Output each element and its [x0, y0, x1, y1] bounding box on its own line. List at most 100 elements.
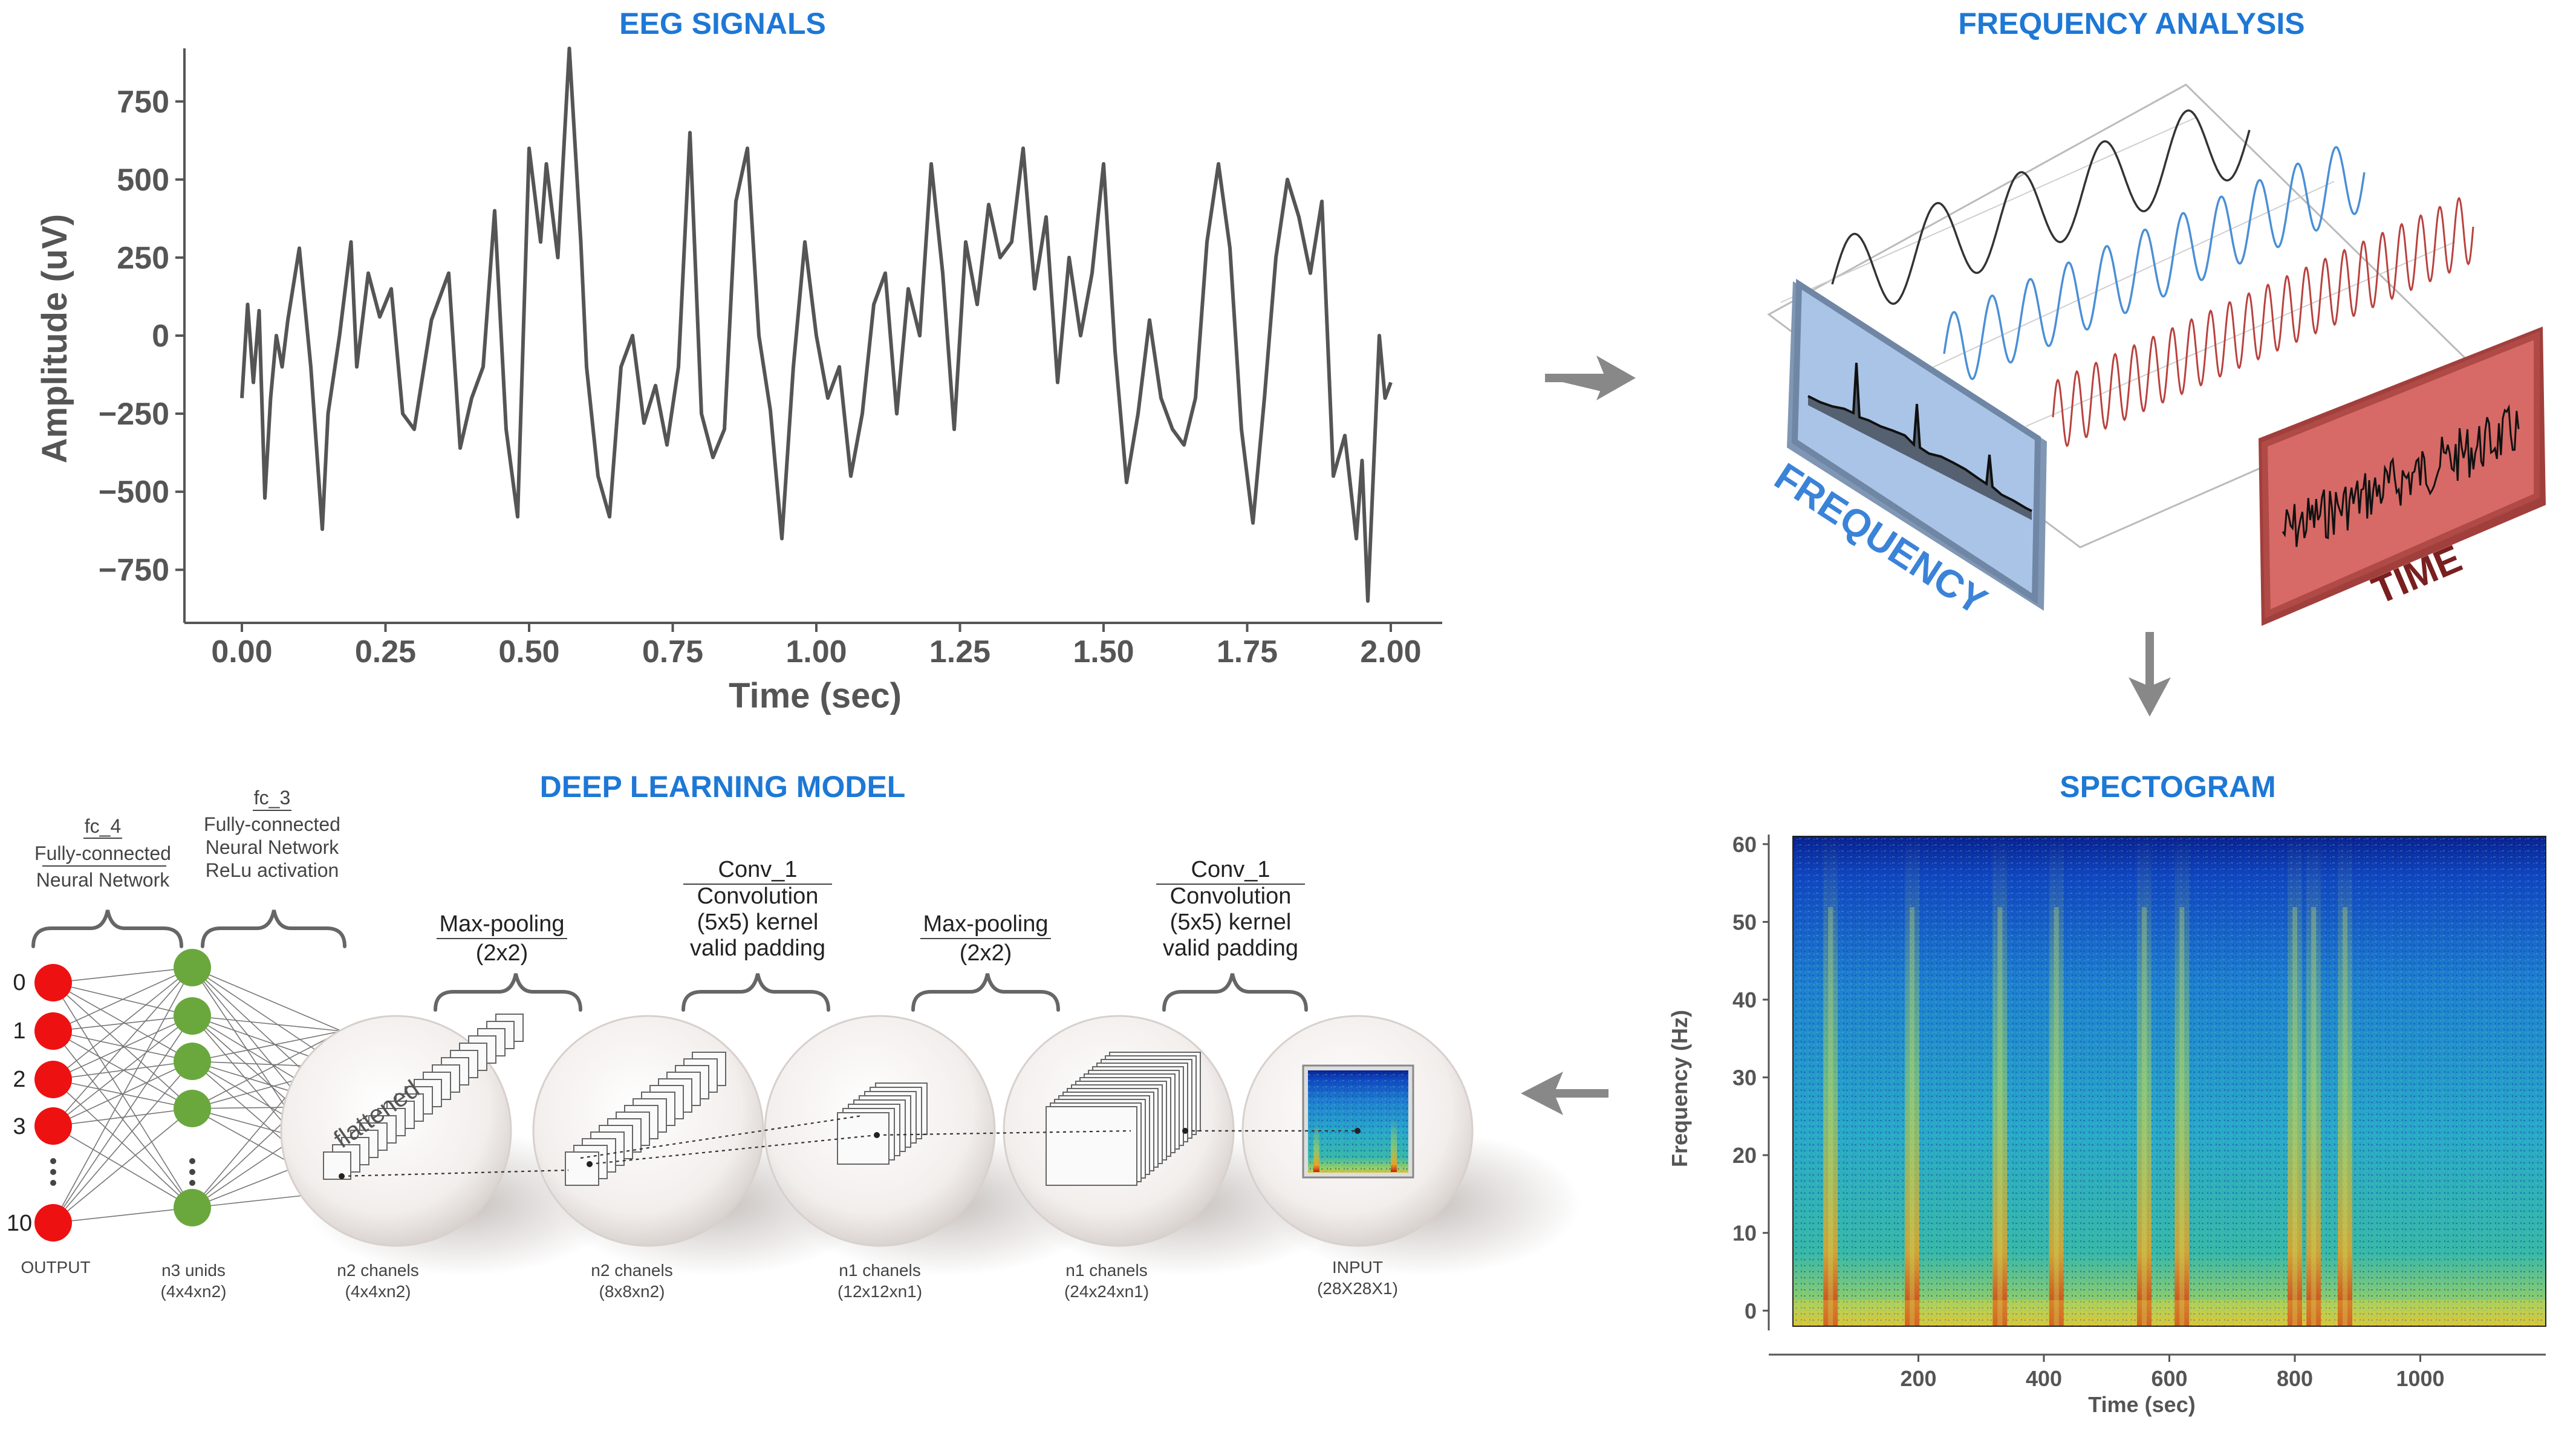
node-ellipsis: [50, 1158, 195, 1186]
hidden-node: [174, 997, 211, 1035]
spectrogram-burst-core: [2311, 907, 2317, 1326]
time-panel: [2259, 327, 2546, 626]
spectrogram-burst: [2338, 836, 2352, 1326]
output-node: [34, 964, 72, 1001]
fc4-line1: Fully-connected: [34, 842, 171, 864]
caption-ball2-l1: n2 chanels: [591, 1261, 672, 1280]
output-label-1: 1: [13, 1018, 25, 1044]
fc4-name: fc_4: [85, 815, 121, 837]
deep-learning-model-diagram: fc_4 Fully-connected Neural Network fc_3…: [7, 787, 1581, 1301]
maxpool1-line2: (2x2): [476, 940, 529, 966]
brace-conv-2: [1162, 973, 1308, 1012]
spec-y-axis-label: Frequency (Hz): [1667, 1010, 1692, 1167]
output-label-0: 0: [13, 970, 25, 995]
feature-layer: [323, 1151, 351, 1180]
nn-connection: [192, 1030, 342, 1109]
conv1-line2: Convolution: [697, 884, 819, 909]
eeg-y-tick-label: −250: [99, 397, 169, 432]
nn-connection: [53, 1061, 193, 1223]
spectrogram-burst: [1823, 836, 1838, 1326]
fc3-line2: Neural Network: [206, 836, 340, 858]
wave-low-frequency: [1831, 109, 2251, 305]
spec-y-tick-label: 10: [1732, 1221, 1757, 1246]
nn-connection: [53, 1015, 193, 1080]
wave-mid-frequency: [1943, 146, 2366, 380]
fc4-line2: Neural Network: [36, 869, 171, 891]
nn-connection: [53, 982, 193, 1109]
spectrogram-burst-core: [2292, 907, 2297, 1326]
output-caption: OUTPUT: [21, 1258, 90, 1277]
nn-connection: [53, 1079, 193, 1208]
hidden-node: [174, 1090, 211, 1127]
conv2-line4: valid padding: [1163, 936, 1298, 961]
caption-input-l2: (28X28X1): [1317, 1279, 1398, 1298]
output-label-2: 2: [13, 1067, 25, 1092]
nn-connection: [53, 1015, 193, 1127]
spectrogram-burst-core: [1828, 907, 1833, 1326]
caption-hidden-l1: n3 unids: [161, 1261, 226, 1280]
fc3-label-group: fc_3 Fully-connected Neural Network ReLu…: [204, 787, 340, 881]
fc3-name: fc_3: [254, 787, 290, 809]
spectrogram-burst: [2288, 836, 2302, 1326]
spectrogram-burst: [1905, 836, 1920, 1326]
spectrogram-burst: [2137, 836, 2152, 1326]
brace-fc3: [201, 910, 346, 948]
eeg-y-tick-label: 0: [152, 319, 169, 354]
eeg-y-axis-label: Amplitude (uV): [35, 214, 74, 463]
brace-fc4: [31, 910, 183, 948]
feature-layer: [837, 1112, 890, 1165]
output-label-3: 3: [13, 1114, 25, 1139]
spec-y-tick-label: 20: [1732, 1143, 1757, 1168]
caption-ball4-l1: n1 chanels: [1065, 1261, 1147, 1280]
caption-ball3-l2: (12x12xn1): [838, 1282, 922, 1301]
conv-label-1: Conv_1 Convolution (5x5) kernel valid pa…: [683, 857, 832, 961]
spectrogram-burst: [2049, 836, 2064, 1326]
arrow-spec-to-dl: [1521, 1072, 1608, 1115]
fc4-label-group: fc_4 Fully-connected Neural Network: [34, 815, 171, 891]
spectrogram-burst-core: [2179, 907, 2185, 1326]
eeg-x-tick-label: 1.75: [1217, 634, 1278, 669]
spec-y-tick-label: 50: [1732, 910, 1757, 934]
feature-layer: [565, 1151, 599, 1186]
spec-x-tick-label: 600: [2151, 1366, 2187, 1391]
spectrogram-burst: [2306, 836, 2321, 1326]
output-node: [34, 1204, 72, 1242]
spec-y-tick-label: 40: [1732, 988, 1757, 1012]
nn-connection: [53, 967, 193, 983]
spec-x-tick-label: 200: [1900, 1366, 1936, 1391]
maxpool-label-1: Max-pooling (2x2): [437, 911, 567, 966]
eeg-y-tick-label: 250: [117, 241, 169, 276]
eeg-x-axis-label: Time (sec): [729, 676, 902, 715]
spectrogram-low-band: [1793, 1300, 2546, 1326]
nn-connection: [53, 1207, 193, 1223]
nn-connection: [192, 1030, 342, 1062]
caption-hidden-l2: (4x4xn2): [161, 1282, 227, 1301]
eeg-y-tick-label: −500: [99, 475, 169, 510]
eeg-line-chart: 750 500 250 0 −250 −500 −750 0.00 0.25 0.50 0.75 1…: [35, 47, 1442, 715]
eeg-x-tick-label: 0.75: [642, 634, 703, 669]
conv2-line2: Convolution: [1170, 884, 1292, 909]
conv1-line1: Conv_1: [718, 857, 798, 882]
maxpool2-line1: Max-pooling: [923, 911, 1049, 937]
conv2-line3: (5x5) kernel: [1170, 910, 1292, 935]
flattened-stack: flattened: [323, 1014, 524, 1180]
caption-ball1-l1: n2 chanels: [337, 1261, 418, 1280]
nn-connection: [53, 1108, 193, 1127]
eeg-x-tick-label: 0.50: [498, 634, 559, 669]
nn-connection: [53, 1108, 193, 1223]
spec-x-tick-label: 400: [2026, 1366, 2062, 1391]
spec-title: SPECTOGRAM: [2060, 770, 2275, 804]
wave-high-frequency: [2052, 197, 2474, 448]
hidden-node: [174, 1189, 211, 1226]
nn-connection: [53, 967, 193, 1127]
freq-title: FREQUENCY ANALYSIS: [1958, 7, 2304, 41]
eeg-y-tick-label: 500: [117, 163, 169, 198]
caption-ball2-l2: (8x8xn2): [599, 1282, 665, 1301]
maxpool-label-2: Max-pooling (2x2): [920, 911, 1051, 966]
nn-connection: [53, 1015, 193, 1223]
feature-stack-12x12: [837, 1082, 928, 1165]
spectrogram-burst-core: [2142, 907, 2147, 1326]
spectrogram-burst-core: [1997, 907, 2003, 1326]
spec-y-tick-label: 30: [1732, 1066, 1757, 1090]
arrow-freq-to-spec: [2129, 632, 2171, 717]
